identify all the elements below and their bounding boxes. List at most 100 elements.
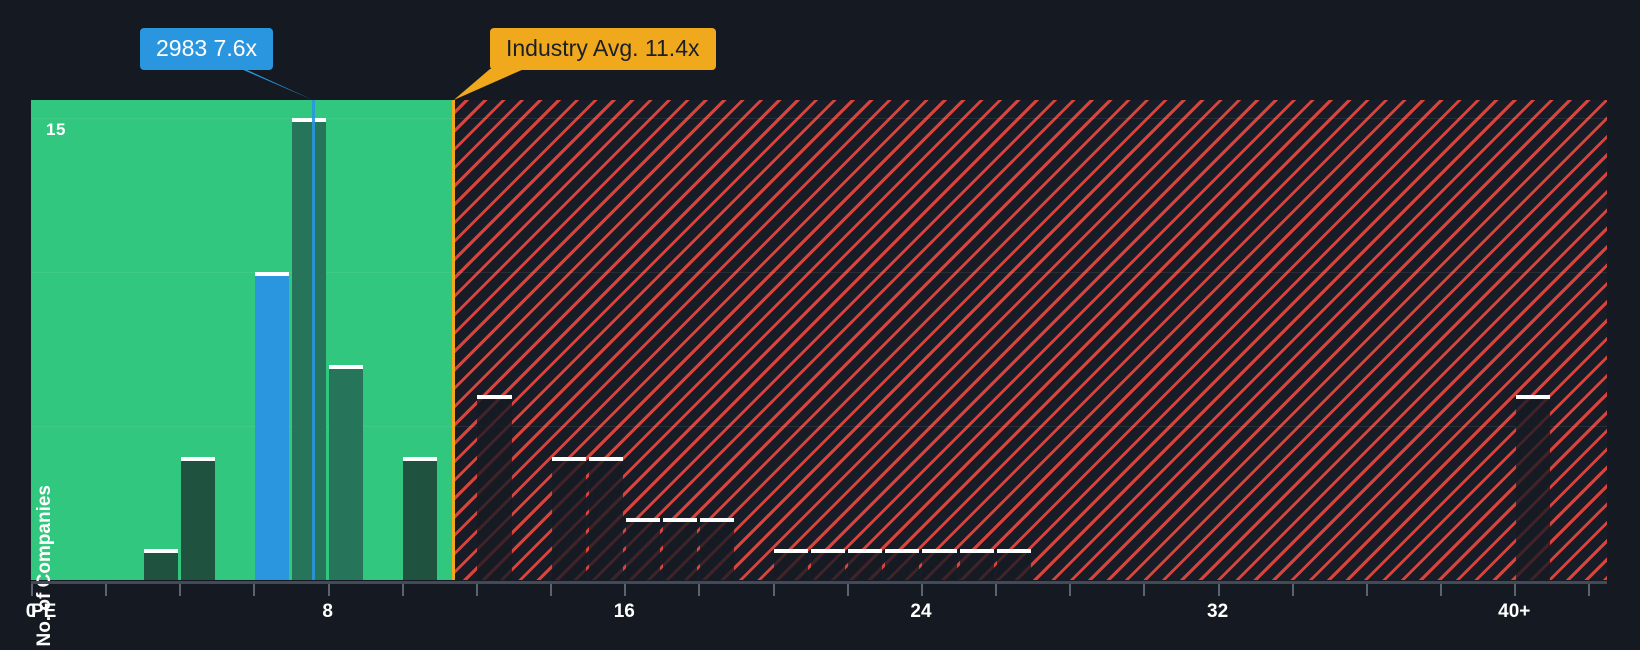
bar-fill [1515, 398, 1550, 580]
histogram-bar[interactable] [403, 456, 438, 580]
x-axis-tick [1069, 584, 1072, 596]
bar-cap [403, 456, 438, 461]
bar-fill [403, 459, 438, 580]
bar-fill [922, 552, 957, 580]
bar-fill [551, 459, 586, 580]
x-axis-tick [401, 584, 404, 596]
histogram-bar[interactable] [625, 518, 660, 580]
x-axis-tick [179, 584, 182, 596]
bar-cap [477, 395, 512, 400]
histogram-bar[interactable] [922, 549, 957, 580]
bar-fill [811, 552, 846, 580]
x-axis-prefix-label: PE [31, 601, 57, 622]
x-axis-tick-label: 16 [613, 601, 635, 622]
histogram-bar[interactable] [477, 395, 512, 580]
bar-cap [662, 518, 697, 523]
x-axis-tick [846, 584, 849, 596]
x-axis-tick [327, 584, 330, 596]
bar-cap [588, 456, 623, 461]
bar-cap [551, 456, 586, 461]
bar-cap [996, 549, 1031, 554]
undervalued-region [31, 100, 454, 580]
overvalued-region [453, 100, 1607, 580]
x-axis-tick [1365, 584, 1368, 596]
bar-fill [143, 552, 178, 580]
x-axis-tick [920, 584, 923, 596]
bar-cap [143, 549, 178, 554]
x-axis-tick-label: 32 [1207, 601, 1229, 622]
x-axis-tick [1291, 584, 1294, 596]
histogram-bar[interactable] [180, 456, 215, 580]
bar-fill [848, 552, 883, 580]
bar-cap [625, 518, 660, 523]
bar-cap [922, 549, 957, 554]
bar-cap [292, 118, 327, 123]
company-marker-line [311, 100, 315, 580]
x-axis-tick [698, 584, 701, 596]
bar-fill [292, 121, 327, 580]
bar-cap [774, 549, 809, 554]
gridline [31, 272, 1607, 274]
bar-fill [699, 521, 735, 580]
bar-fill [996, 552, 1031, 580]
histogram-bar[interactable] [811, 549, 846, 580]
x-axis-tick [105, 584, 108, 596]
x-axis-tick [31, 584, 33, 596]
x-axis-line [31, 581, 1607, 584]
histogram-bar[interactable] [292, 118, 327, 580]
x-axis-tick [475, 584, 478, 596]
bar-cap [885, 549, 920, 554]
histogram-bar[interactable] [143, 549, 178, 580]
bar-cap [254, 272, 290, 277]
company-callout[interactable]: 2983 7.6x [140, 28, 274, 70]
bar-fill [329, 367, 364, 580]
x-axis-tick-label: 40+ [1498, 601, 1531, 622]
histogram-bar[interactable] [662, 518, 697, 580]
bar-fill [662, 521, 697, 580]
bar-fill [885, 552, 920, 580]
bar-cap [180, 456, 215, 461]
histogram-bar[interactable] [774, 549, 809, 580]
histogram-bar[interactable] [848, 549, 883, 580]
histogram-bar[interactable] [996, 549, 1031, 580]
x-axis-tick-label: 24 [910, 601, 932, 622]
x-axis-tick [995, 584, 998, 596]
bar-cap [811, 549, 846, 554]
bar-cap [699, 518, 735, 523]
gridline [31, 118, 1607, 120]
bar-cap [329, 364, 364, 369]
x-axis-tick [1514, 584, 1517, 596]
histogram-bar[interactable] [254, 272, 290, 580]
x-axis-tick [1217, 584, 1220, 596]
plot-area [31, 100, 1607, 580]
bar-fill [180, 459, 215, 580]
x-axis-tick [624, 584, 627, 596]
histogram-bar[interactable] [551, 456, 586, 580]
bar-fill [477, 398, 512, 580]
bar-fill [959, 552, 994, 580]
histogram-bar[interactable] [1515, 395, 1550, 580]
industry-marker-line [452, 100, 456, 580]
x-axis-tick [550, 584, 553, 596]
histogram-bar[interactable] [699, 518, 735, 580]
x-axis-tick [1440, 584, 1443, 596]
bar-fill [625, 521, 660, 580]
histogram-bar[interactable] [588, 456, 623, 580]
x-axis-tick [1588, 584, 1591, 596]
x-axis-tick [253, 584, 256, 596]
histogram-bar[interactable] [885, 549, 920, 580]
x-axis-tick [772, 584, 775, 596]
x-axis-tick-label: 8 [322, 601, 333, 622]
x-axis-tick [1143, 584, 1146, 596]
bar-cap [1515, 395, 1550, 400]
histogram-bar[interactable] [959, 549, 994, 580]
x-axis-tick-label: 0 [25, 601, 37, 622]
bar-fill [588, 459, 623, 580]
y-max-value-label: 15 [46, 120, 66, 139]
industry-average-callout[interactable]: Industry Avg. 11.4x [490, 28, 716, 70]
histogram-bar[interactable] [329, 364, 364, 580]
bar-cap [848, 549, 883, 554]
